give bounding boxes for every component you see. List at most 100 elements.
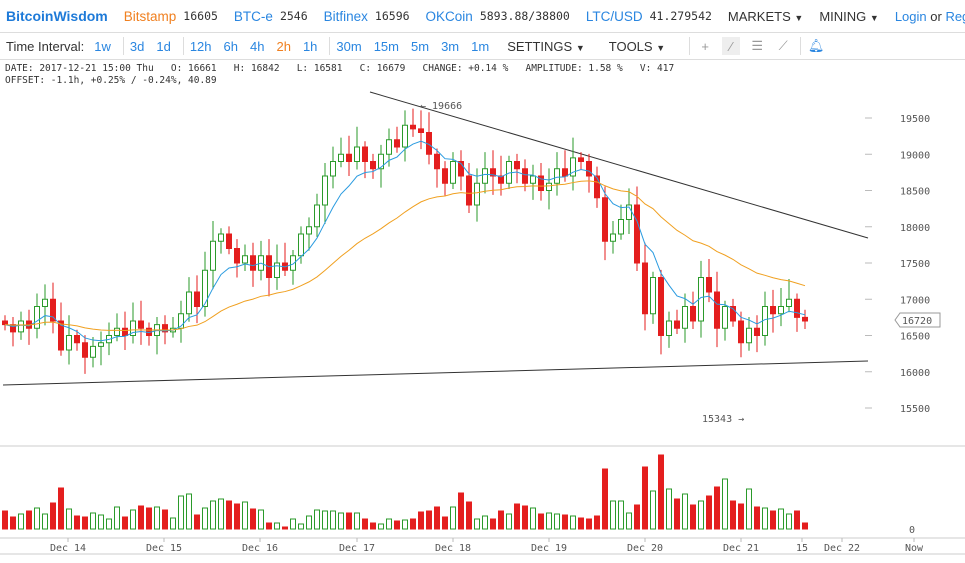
- candle: [626, 188, 632, 234]
- mining-menu[interactable]: MINING ▼: [819, 9, 879, 24]
- volume-bar: [450, 506, 456, 530]
- x-tick-label: Dec 21: [723, 543, 759, 554]
- candle: [554, 152, 560, 196]
- candle: [442, 161, 448, 196]
- volume-bar: [434, 506, 440, 530]
- resistance-trendline[interactable]: [369, 91, 869, 239]
- x-tick-label: 15: [796, 543, 808, 554]
- x-tick-label: Dec 18: [435, 543, 471, 554]
- candle: [770, 289, 776, 333]
- market-link[interactable]: Bitfinex: [323, 8, 368, 24]
- candle: [346, 135, 352, 176]
- tools-menu[interactable]: TOOLS ▼: [609, 39, 665, 54]
- candle: [274, 244, 280, 290]
- caret-down-icon: ▼: [575, 42, 585, 53]
- or-text: or: [930, 8, 942, 24]
- volume-bar: [498, 510, 504, 530]
- volume-bar: [394, 520, 400, 530]
- candle: [378, 144, 384, 188]
- volume-bar: [618, 500, 624, 530]
- fan-icon[interactable]: ⟋: [778, 38, 788, 53]
- volume-bar: [362, 518, 368, 530]
- volume-bar: [786, 513, 792, 530]
- login-link[interactable]: Login: [894, 8, 927, 24]
- support-trendline[interactable]: [2, 360, 869, 386]
- x-tick-label: Dec 19: [531, 543, 567, 554]
- candle: [258, 240, 264, 281]
- candle: [434, 148, 440, 188]
- candle: [338, 137, 344, 168]
- y-tick-label: 16500: [900, 332, 930, 343]
- trendline-icon[interactable]: ⁄: [722, 37, 741, 55]
- volume-bar: [82, 516, 88, 530]
- market-link[interactable]: Bitstamp: [123, 8, 177, 24]
- candle: [738, 311, 744, 358]
- volume-bar: [314, 509, 320, 530]
- interval-2h[interactable]: 2h: [276, 38, 291, 54]
- candle: [210, 220, 216, 290]
- interval-6h[interactable]: 6h: [223, 38, 238, 54]
- interval-4h[interactable]: 4h: [250, 38, 265, 54]
- bell-icon[interactable]: 🔔︎: [807, 38, 825, 53]
- interval-1d[interactable]: 1d: [156, 38, 171, 54]
- interval-3d[interactable]: 3d: [129, 38, 145, 54]
- markets-label: MARKETS: [727, 8, 791, 24]
- info-line-ohlc: DATE: 2017-12-21 15:00 Thu O: 16661 H: 1…: [5, 63, 675, 74]
- market-price: 5893.88/38800: [479, 8, 570, 23]
- interval-30m[interactable]: 30m: [336, 38, 362, 54]
- volume-bar: [674, 498, 680, 530]
- interval-3m[interactable]: 3m: [441, 38, 460, 54]
- crosshair-icon[interactable]: +: [701, 38, 709, 54]
- market-link[interactable]: OKCoin: [425, 8, 473, 24]
- volume-bar: [562, 514, 568, 530]
- volume-bar: [730, 500, 736, 530]
- price-chart[interactable]: 19500 19000 18500 18000 17500 17000 16500 16000…: [0, 88, 965, 563]
- market-link[interactable]: LTC/USD: [585, 8, 643, 24]
- interval-12h[interactable]: 12h: [189, 38, 212, 54]
- candle: [74, 329, 80, 351]
- candle: [458, 150, 464, 191]
- brand-logo[interactable]: BitcoinWisdom: [6, 8, 108, 24]
- candle: [178, 300, 184, 343]
- candle: [802, 309, 808, 329]
- register-link[interactable]: Regis: [945, 8, 965, 24]
- caret-down-icon: ▼: [656, 42, 666, 53]
- y-tick-label: 19000: [900, 150, 930, 161]
- volume-bar: [386, 518, 392, 530]
- volume-bar: [626, 512, 632, 530]
- market-link[interactable]: BTC-e: [233, 8, 273, 24]
- x-tick-label: Now: [905, 543, 924, 554]
- markets-menu[interactable]: MARKETS ▼: [728, 9, 803, 24]
- volume-bar: [266, 522, 272, 530]
- ma-fast-line: [4, 140, 806, 342]
- interval-1h[interactable]: 1h: [302, 38, 318, 54]
- y-tick-label: 15500: [900, 404, 930, 415]
- volume-bar: [522, 505, 528, 530]
- candle: [402, 110, 408, 162]
- volume-bar: [210, 500, 216, 530]
- volume-bar: [74, 515, 80, 530]
- low-annotation: 15343 →: [702, 414, 744, 425]
- interval-list: 1w 3d 1d 12h 6h 4h 2h 1h 30m 15m 5m 3m 1m: [94, 37, 501, 55]
- settings-menu[interactable]: SETTINGS ▼: [507, 39, 585, 54]
- candle: [498, 155, 504, 196]
- volume-bar: [802, 522, 808, 530]
- candle: [370, 153, 376, 179]
- candle: [714, 271, 720, 348]
- volume-bar: [602, 468, 608, 530]
- volume-bar: [298, 523, 304, 530]
- candle: [154, 317, 160, 355]
- volume-bar: [746, 488, 752, 530]
- volume-bar: [586, 518, 592, 530]
- interval-1w[interactable]: 1w: [94, 38, 111, 54]
- interval-15m[interactable]: 15m: [373, 38, 399, 54]
- candle: [466, 162, 472, 213]
- interval-1m[interactable]: 1m: [471, 38, 490, 54]
- x-tick-label: Dec 16: [242, 543, 278, 554]
- y-tick-label: 17500: [900, 259, 930, 270]
- candle: [570, 137, 576, 191]
- fibonacci-icon[interactable]: ☰: [751, 38, 763, 53]
- candle: [50, 282, 56, 334]
- interval-5m[interactable]: 5m: [411, 38, 430, 54]
- volume-bar: [666, 488, 672, 530]
